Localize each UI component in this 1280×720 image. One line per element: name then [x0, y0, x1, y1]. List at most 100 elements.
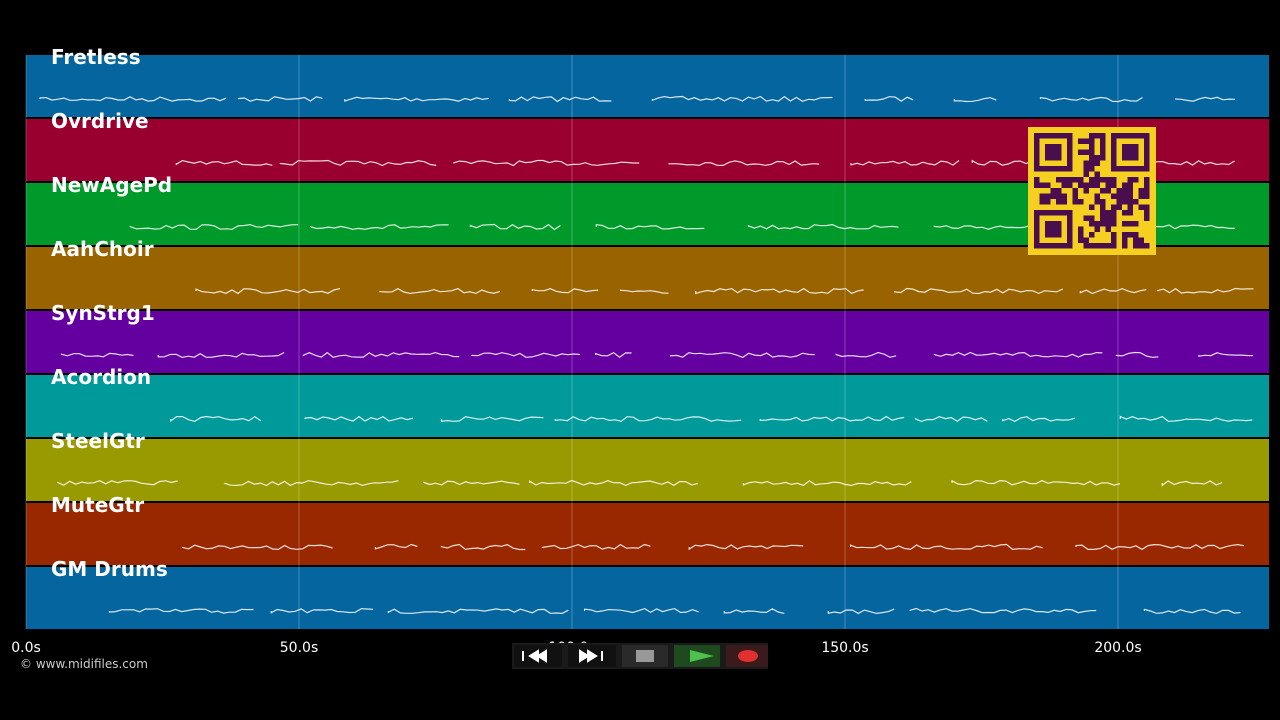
qr-module: [1105, 188, 1111, 194]
note-trace: [310, 224, 449, 230]
note-trace: [469, 223, 561, 231]
note-trace: [835, 351, 897, 358]
note-trace: [723, 608, 785, 614]
qr-module: [1144, 243, 1150, 249]
qr-module: [1078, 232, 1084, 238]
note-trace: [695, 287, 864, 295]
qr-module: [1094, 193, 1100, 199]
qr-module: [1072, 177, 1078, 183]
note-trace: [453, 159, 640, 167]
qr-finder: [1122, 144, 1139, 161]
qr-module: [1056, 193, 1062, 199]
copyright: © www.midifiles.com: [20, 657, 148, 671]
qr-module: [1133, 232, 1139, 238]
qr-module: [1050, 188, 1056, 194]
note-trace: [1075, 543, 1245, 551]
qr-module: [1061, 182, 1067, 188]
qr-module: [1045, 193, 1051, 199]
note-trace: [182, 544, 333, 550]
qr-module: [1127, 177, 1133, 183]
note-trace: [270, 608, 374, 614]
qr-module: [1111, 232, 1117, 238]
qr-module: [1144, 188, 1150, 194]
qr-module: [1072, 193, 1078, 199]
qr-module: [1089, 138, 1095, 144]
qr-module: [1122, 221, 1128, 227]
note-trace: [60, 352, 134, 358]
qr-module: [1122, 243, 1128, 249]
qr-module: [1039, 182, 1045, 188]
time-tick-label: 200.0s: [1094, 640, 1141, 656]
qr-module: [1116, 199, 1122, 205]
qr-module: [1061, 193, 1067, 199]
qr-module: [1034, 177, 1040, 183]
qr-module: [1100, 138, 1106, 144]
qr-module: [1100, 155, 1106, 161]
qr-module: [1122, 210, 1128, 216]
notes: [39, 95, 1254, 615]
qr-module: [1100, 215, 1106, 221]
note-trace: [440, 543, 526, 551]
qr-module: [1083, 243, 1089, 249]
qr-module: [1083, 149, 1089, 155]
qr-module: [1116, 188, 1122, 194]
record-button[interactable]: [726, 645, 768, 667]
qr-module: [1138, 188, 1144, 194]
qr-module: [1100, 210, 1106, 216]
note-trace: [1002, 416, 1075, 423]
rewind-icon: [522, 649, 547, 663]
qr-module: [1094, 177, 1100, 183]
qr-module: [1111, 237, 1117, 243]
qr-module: [1122, 232, 1128, 238]
qr-module: [1072, 188, 1078, 194]
qr-module: [1089, 149, 1095, 155]
qr-module: [1089, 221, 1095, 227]
rewind-button[interactable]: [514, 645, 562, 667]
qr-module: [1144, 210, 1150, 216]
qr-finder: [1045, 144, 1062, 161]
note-trace: [894, 287, 1064, 295]
note-trace: [584, 607, 699, 614]
stop-icon: [636, 650, 654, 662]
qr-module: [1122, 237, 1128, 243]
qr-module: [1105, 210, 1111, 216]
track-names: Fretless Ovrdrive NewAgePd AahChoir SynStrg1…: [51, 45, 172, 581]
note-trace: [529, 479, 698, 487]
note-trace: [909, 607, 1097, 614]
note-trace: [670, 352, 815, 359]
qr-module: [1127, 204, 1133, 210]
qr-finder: [1045, 221, 1062, 238]
track-name: SynStrg1: [51, 301, 155, 325]
qr-module: [1105, 182, 1111, 188]
qr-module: [1078, 182, 1084, 188]
note-trace: [39, 96, 227, 102]
qr-module: [1089, 204, 1095, 210]
note-trace: [387, 608, 569, 615]
stop-button[interactable]: [622, 645, 668, 667]
qr-module: [1111, 177, 1117, 183]
qr-module: [1133, 237, 1139, 243]
qr-module: [1089, 144, 1095, 150]
qr-code: [1028, 127, 1156, 255]
note-trace: [471, 352, 580, 358]
qr-module: [1127, 188, 1133, 194]
qr-module: [1094, 171, 1100, 177]
qr-module: [1144, 215, 1150, 221]
note-trace: [195, 288, 341, 295]
time-tick-label: 150.0s: [821, 640, 868, 656]
qr-module: [1133, 243, 1139, 249]
play-button[interactable]: [674, 645, 720, 667]
qr-module: [1083, 237, 1089, 243]
qr-module: [1133, 221, 1139, 227]
forward-button[interactable]: [568, 645, 616, 667]
note-trace: [175, 159, 273, 166]
track-lane: [26, 311, 1269, 373]
track-lane: [26, 503, 1269, 565]
forward-icon: [579, 649, 603, 663]
note-trace: [223, 480, 399, 487]
note-trace: [619, 289, 669, 294]
qr-module: [1094, 226, 1100, 232]
qr-module: [1133, 177, 1139, 183]
qr-module: [1116, 204, 1122, 210]
qr-module: [1089, 133, 1095, 139]
